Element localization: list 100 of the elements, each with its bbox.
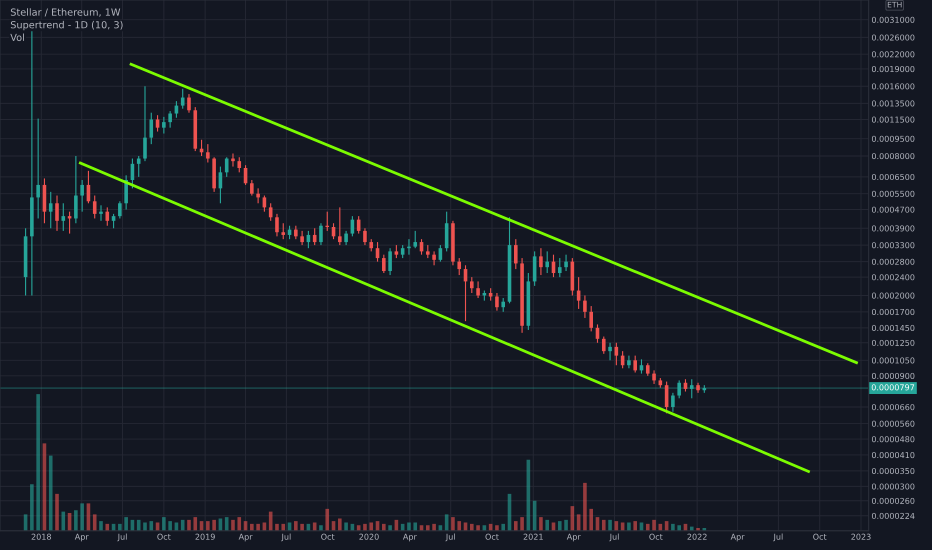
bar (633, 521, 637, 531)
candlestick (74, 155, 78, 224)
bar (539, 517, 543, 531)
candlestick (420, 238, 424, 256)
x-tick-label: 2019 (195, 534, 215, 540)
bar (143, 522, 147, 531)
candlestick (350, 216, 354, 237)
candlestick (652, 370, 656, 385)
bar (124, 517, 128, 531)
candlestick (136, 155, 141, 178)
candlestick (149, 112, 154, 145)
candlestick (325, 211, 330, 232)
candlestick (55, 194, 59, 232)
x-tick-label: Apr (566, 534, 581, 542)
candlestick (250, 179, 254, 196)
y-tick-label: 0.0002400 (872, 274, 914, 280)
bar (36, 394, 40, 531)
y-tick-label: 0.0000300 (872, 483, 914, 490)
bar (520, 517, 524, 531)
bar (640, 522, 644, 531)
x-tick-label: 2018 (32, 534, 51, 540)
candlestick (356, 216, 360, 234)
bar (596, 517, 600, 531)
bar (162, 517, 166, 531)
candlestick (476, 280, 480, 299)
candlestick (620, 350, 624, 369)
y-tick-label: 0.0001250 (872, 340, 914, 346)
bar (206, 521, 210, 531)
candlestick (237, 156, 242, 173)
candlestick (552, 254, 556, 278)
candlestick (218, 166, 222, 204)
candlestick (62, 202, 66, 232)
candlestick (187, 94, 191, 114)
candlestick (262, 194, 266, 212)
candlestick (602, 336, 606, 354)
candlestick (256, 188, 260, 204)
candlestick (501, 297, 506, 312)
bar (48, 456, 53, 531)
x-tick-label: Jul (609, 534, 619, 542)
candlestick (86, 170, 90, 204)
y-tick-label: 0.0000560 (872, 420, 914, 427)
candlestick (168, 110, 172, 128)
candlestick (231, 152, 235, 168)
bar (332, 521, 336, 531)
bar (92, 514, 97, 531)
y-tick-label: 0.0022000 (872, 51, 914, 58)
candlestick (376, 242, 380, 262)
candlestick (174, 100, 178, 118)
y-tick-label: 0.0001700 (872, 308, 914, 316)
y-tick-label: 0.0003900 (872, 225, 914, 232)
bar (526, 460, 530, 531)
candlestick (539, 248, 543, 276)
candlestick (589, 306, 593, 332)
x-tick-label: 2021 (524, 534, 543, 540)
candlestick (482, 290, 486, 302)
candlestick (319, 222, 323, 246)
bar (514, 521, 518, 531)
candlestick (363, 228, 367, 246)
bar (200, 521, 204, 531)
y-tick-label: 0.0011500 (872, 116, 914, 123)
candlestick (294, 225, 298, 240)
bar (86, 503, 90, 531)
chart-title: Vol (10, 34, 24, 42)
candlestick (388, 248, 392, 276)
bar (363, 524, 367, 531)
y-tick-label: 0.0031000 (872, 16, 914, 23)
bar (294, 521, 298, 531)
x-tick-label: Oct (321, 534, 334, 540)
candlestick (438, 244, 442, 262)
text: Stellar / Ethereum, 1W (10, 8, 120, 17)
y-tick-label: 0.0004700 (872, 206, 914, 213)
candlestick (162, 116, 166, 134)
y-tick-label: 0.0000260 (872, 498, 914, 504)
y-tick-label: 0.0000410 (872, 452, 914, 458)
candlestick (514, 238, 518, 270)
candlestick (281, 222, 286, 240)
bar (451, 517, 455, 531)
candlestick (608, 342, 612, 361)
y-tick-label: 0.0000660 (872, 404, 914, 410)
bar (42, 443, 46, 531)
candlestick (288, 225, 292, 240)
candlestick (300, 230, 304, 246)
x-tick-label: Jul (281, 534, 291, 542)
bar (149, 521, 154, 531)
candlestick (224, 156, 228, 178)
candlestick (36, 118, 40, 220)
ref-line-label: 0.0000797 (872, 384, 914, 390)
bar (444, 514, 448, 531)
y-tick-label: 0.0000224 (872, 512, 915, 519)
candlestick (244, 164, 248, 186)
candlestick (407, 238, 411, 256)
y-tick-label: 0.0016000 (872, 83, 914, 90)
candlestick (338, 206, 342, 246)
bar (74, 510, 78, 531)
candlestick (143, 86, 147, 162)
bar (231, 520, 235, 531)
candlestick (130, 158, 134, 189)
bar (319, 525, 323, 531)
candlestick (596, 324, 600, 344)
candlestick (312, 228, 316, 246)
